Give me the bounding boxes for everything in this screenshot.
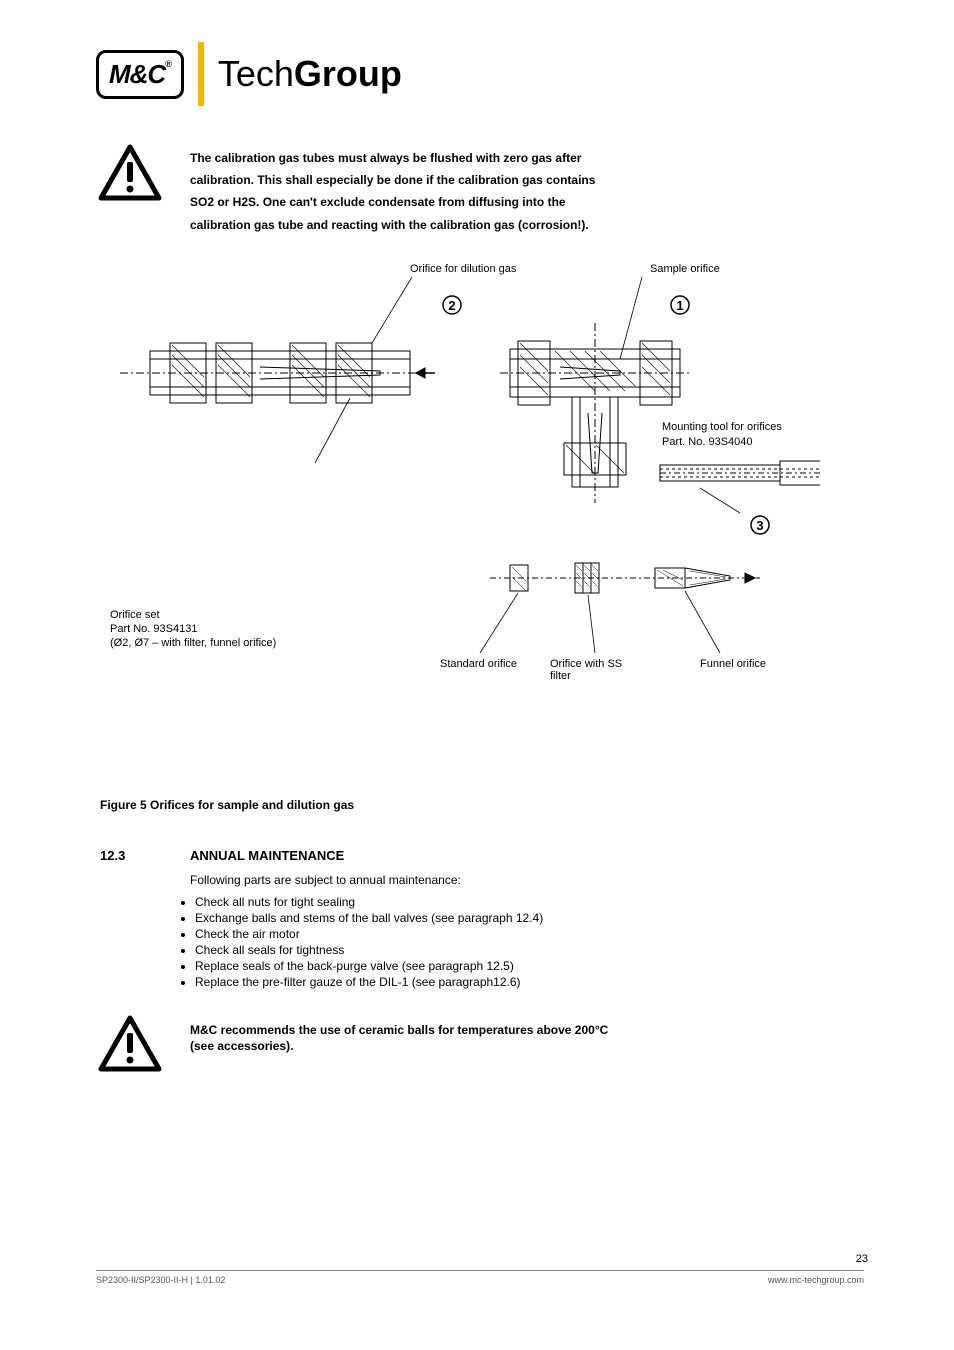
registered-mark: ®: [165, 59, 171, 69]
svg-text:2: 2: [448, 298, 455, 313]
vertical-divider: [198, 42, 204, 106]
svg-text:1: 1: [676, 298, 683, 313]
footer-left: SP2300-II/SP2300-II-H | 1.01.02: [96, 1275, 225, 1285]
orifice-set-block: Orifice set Part No. 93S4131 (Ø2, Ø7 – w…: [110, 608, 276, 651]
item-funnel-orifice: Funnel orifice: [700, 658, 766, 670]
maintenance-intro: Following parts are subject to annual ma…: [190, 873, 864, 887]
tool-label-2: Part. No. 93S4040: [662, 436, 753, 448]
content-area: The calibration gas tubes must always be…: [190, 150, 864, 701]
list-item: Replace the pre-filter gauze of the DIL-…: [195, 975, 864, 989]
orifice-set-sub: Part No. 93S4131: [110, 622, 276, 636]
section-number: 12.3: [100, 848, 125, 863]
orifice-set-detail: (Ø2, Ø7 – with filter, funnel orifice): [110, 636, 276, 650]
list-item: Check the air motor: [195, 927, 864, 941]
warning-2: M&C recommends the use of ceramic balls …: [190, 1022, 864, 1054]
list-item: Check all nuts for tight sealing: [195, 895, 864, 909]
warning-line-2: SO2 or H2S. One can't exclude condensate…: [190, 194, 864, 210]
warning2-line-0: M&C recommends the use of ceramic balls …: [190, 1022, 864, 1038]
orifice-set-title: Orifice set: [110, 608, 276, 622]
footer-right: www.mc-techgroup.com: [768, 1275, 864, 1285]
mc-logo: M&C®: [96, 50, 184, 99]
logo-text: M&C: [109, 59, 165, 89]
list-item: Check all seals for tightness: [195, 943, 864, 957]
warning-line-0: The calibration gas tubes must always be…: [190, 150, 864, 166]
brand-name: TechGroup: [218, 53, 402, 95]
item-filter-orifice: Orifice with SS filter: [550, 658, 640, 682]
tool-label-1: Mounting tool for orifices: [662, 421, 782, 433]
warning-line-3: calibration gas tube and reacting with t…: [190, 217, 864, 233]
page-header: M&C® TechGroup: [96, 42, 402, 106]
maintenance-section: ANNUAL MAINTENANCE Following parts are s…: [190, 848, 864, 991]
maintenance-title: ANNUAL MAINTENANCE: [190, 848, 864, 863]
svg-text:3: 3: [756, 518, 763, 533]
maintenance-list: Check all nuts for tight sealing Exchang…: [195, 895, 864, 989]
item-standard-orifice: Standard orifice: [440, 658, 517, 670]
brand-left: Tech: [218, 53, 294, 94]
page-footer: SP2300-II/SP2300-II-H | 1.01.02 www.mc-t…: [96, 1270, 864, 1285]
warning-icon: [98, 1015, 162, 1078]
warning2-line-1: (see accessories).: [190, 1038, 864, 1054]
warning-line-1: calibration. This shall especially be do…: [190, 172, 864, 188]
page-number: 23: [856, 1253, 868, 1265]
list-item: Replace seals of the back-purge valve (s…: [195, 959, 864, 973]
brand-right: Group: [294, 53, 402, 94]
figure-caption: Figure 5 Orifices for sample and dilutio…: [100, 798, 354, 812]
list-item: Exchange balls and stems of the ball val…: [195, 911, 864, 925]
figure-area: Orifice for dilution gas Sample orifice …: [190, 263, 864, 683]
warning-icon: [98, 144, 162, 207]
